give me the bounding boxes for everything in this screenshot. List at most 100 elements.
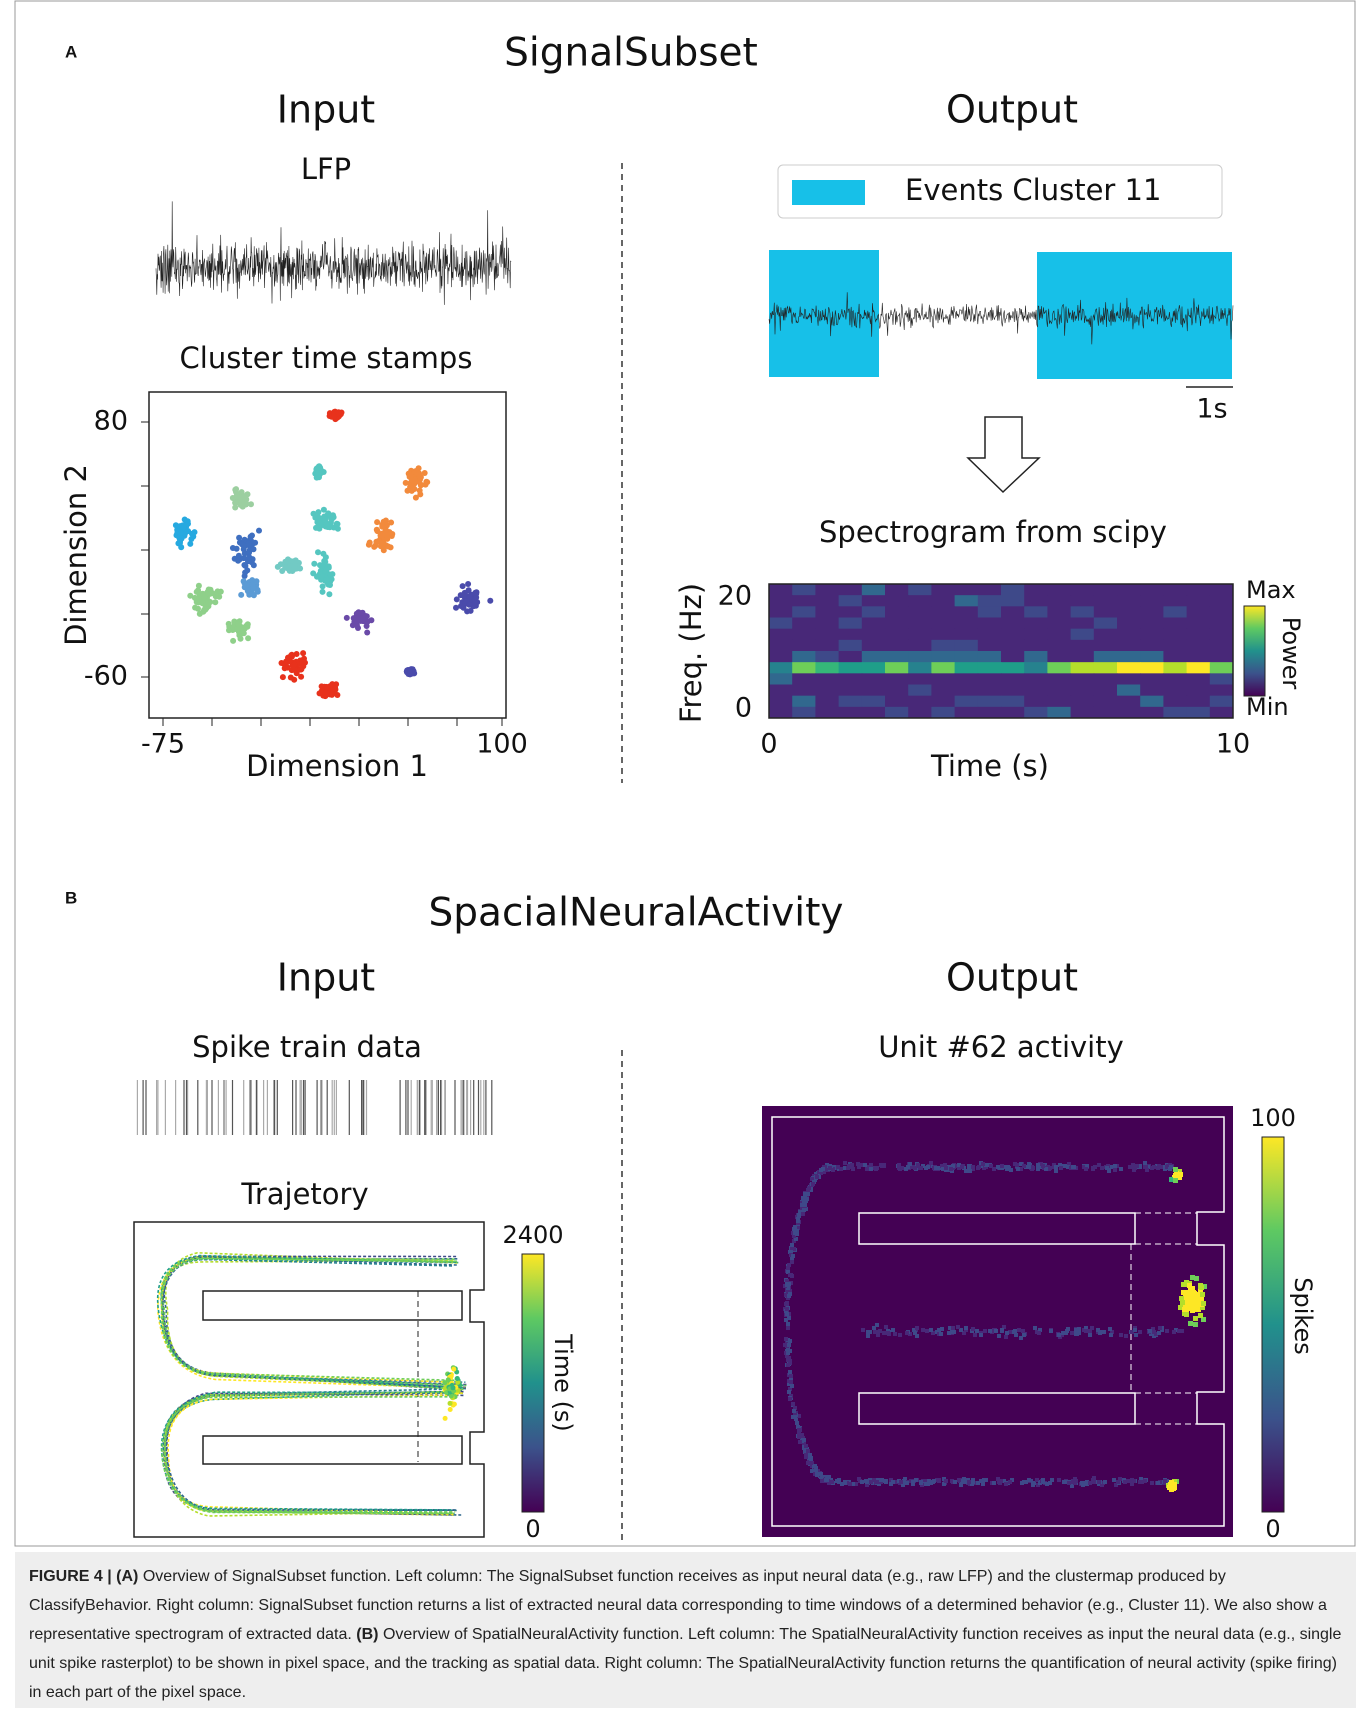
heatmap-cell (797, 1213, 801, 1217)
maze-arm (202, 1435, 463, 1465)
heatmap-cell (1201, 1301, 1206, 1306)
heatmap-cell (1016, 1167, 1020, 1171)
x-tick-label: -75 (141, 729, 185, 760)
heatmap-cell (967, 1480, 971, 1484)
heatmap-cell (956, 1325, 960, 1329)
heatmap-cell (836, 1479, 840, 1483)
heatmap-cell (1199, 1295, 1204, 1300)
heatmap-cell (788, 1397, 792, 1401)
heatmap-cell (959, 1483, 963, 1487)
heatmap-cell (872, 1326, 876, 1330)
spectrogram-cell (1209, 628, 1234, 641)
spectrogram-cell (838, 662, 863, 674)
heatmap-cell (1103, 1480, 1107, 1484)
heatmap-cell (1180, 1329, 1184, 1333)
spectrogram-cell (838, 673, 863, 685)
heatmap-cell (951, 1326, 955, 1330)
heatmap-cell (1119, 1167, 1123, 1171)
legend-swatch (792, 180, 865, 205)
spectrogram-cell (861, 662, 886, 674)
spectrogram-cell (1209, 673, 1234, 685)
spectrogram-cell (1024, 706, 1048, 719)
trajectory-point (451, 1366, 457, 1372)
heatmap-cell (1179, 1296, 1184, 1301)
spectrogram-cell (1001, 617, 1025, 630)
heatmap-cell (940, 1327, 944, 1331)
heatmap-cell (787, 1343, 791, 1347)
scatter-point (327, 571, 334, 578)
heatmap-cell (868, 1330, 872, 1334)
heatmap-cell (857, 1165, 861, 1169)
spectrogram-cell (954, 695, 979, 708)
scatter-point (238, 591, 245, 598)
spectrogram-cell (769, 617, 793, 630)
spectrogram-cell (908, 606, 932, 618)
scatter-point (352, 615, 359, 622)
spectrogram-cell (885, 662, 909, 674)
spectrogram-cell (908, 695, 932, 708)
colorbar-label: Power (1277, 617, 1305, 690)
spectrogram-cell (815, 684, 840, 697)
spectrogram-cell (1140, 584, 1164, 596)
spectrogram-cell (1209, 584, 1234, 596)
heatmap-cell (824, 1478, 828, 1482)
heatmap-cell (1193, 1316, 1198, 1321)
y-tick-label: 20 (718, 581, 752, 612)
heatmap-cell (967, 1165, 971, 1169)
spectrogram-cell (792, 684, 816, 697)
scatter-point (187, 540, 194, 547)
heatmap-cell (1188, 1293, 1193, 1298)
heatmap-cell (913, 1166, 917, 1170)
scatter-point (249, 532, 255, 539)
spectrogram-cell (977, 639, 1002, 652)
scatter-point (416, 487, 423, 494)
heatmap-cell (843, 1481, 847, 1485)
caption-panel-label: (B) (356, 1626, 379, 1643)
heatmap-cell (979, 1479, 983, 1483)
heatmap-cell (884, 1325, 888, 1329)
spectrogram-cell (885, 595, 909, 607)
heatmap-cell (1107, 1169, 1111, 1173)
heatmap-cell (1066, 1327, 1070, 1331)
x-tick-label: 10 (1216, 729, 1250, 760)
scatter-point (235, 552, 242, 559)
heatmap-cell (926, 1482, 930, 1486)
heatmap-cell (1004, 1335, 1008, 1339)
scatter-point (457, 592, 464, 599)
scatter-point (212, 599, 219, 606)
figure: A SignalSubset Input Output LFP Cluster … (14, 0, 1356, 1547)
heatmap-cell (951, 1164, 955, 1168)
spectrogram-cell (1209, 651, 1234, 663)
spectrogram-cell (908, 673, 932, 685)
legend-label: Events Cluster 11 (905, 173, 1161, 207)
heatmap-cell (790, 1243, 794, 1247)
spectrogram-cell (1001, 595, 1025, 607)
heatmap-cell (1151, 1327, 1155, 1331)
heatmap-cell (1049, 1329, 1053, 1333)
heatmap-cell (790, 1246, 794, 1250)
heatmap-cell (994, 1329, 998, 1333)
spectrogram-cell (908, 639, 932, 652)
heatmap-cell (949, 1167, 953, 1171)
heatmap-cell (1092, 1480, 1096, 1484)
spectrogram-cell (1186, 695, 1211, 708)
heatmap-cell (1184, 1280, 1189, 1285)
scatter-point (249, 577, 256, 584)
spectrogram-cell (931, 595, 956, 607)
heatmap-cell (960, 1479, 964, 1483)
spectrogram-cell (1070, 662, 1095, 674)
spectrogram-cell (931, 684, 956, 697)
heatmap-cell (964, 1169, 968, 1173)
scatter-point (311, 560, 318, 567)
spectrogram-cell (1163, 673, 1188, 685)
heatmap-cell (912, 1328, 916, 1332)
scatter-point (402, 479, 409, 486)
spectrogram-cell (1117, 684, 1141, 697)
spectrogram-cell (885, 695, 909, 708)
scatter-point (372, 542, 379, 549)
heatmap-cell (953, 1480, 957, 1484)
spectrogram-cell (838, 651, 863, 663)
spectrogram-cell (908, 617, 932, 630)
spectrogram-cell (1093, 628, 1118, 641)
scatter-point (326, 591, 333, 598)
